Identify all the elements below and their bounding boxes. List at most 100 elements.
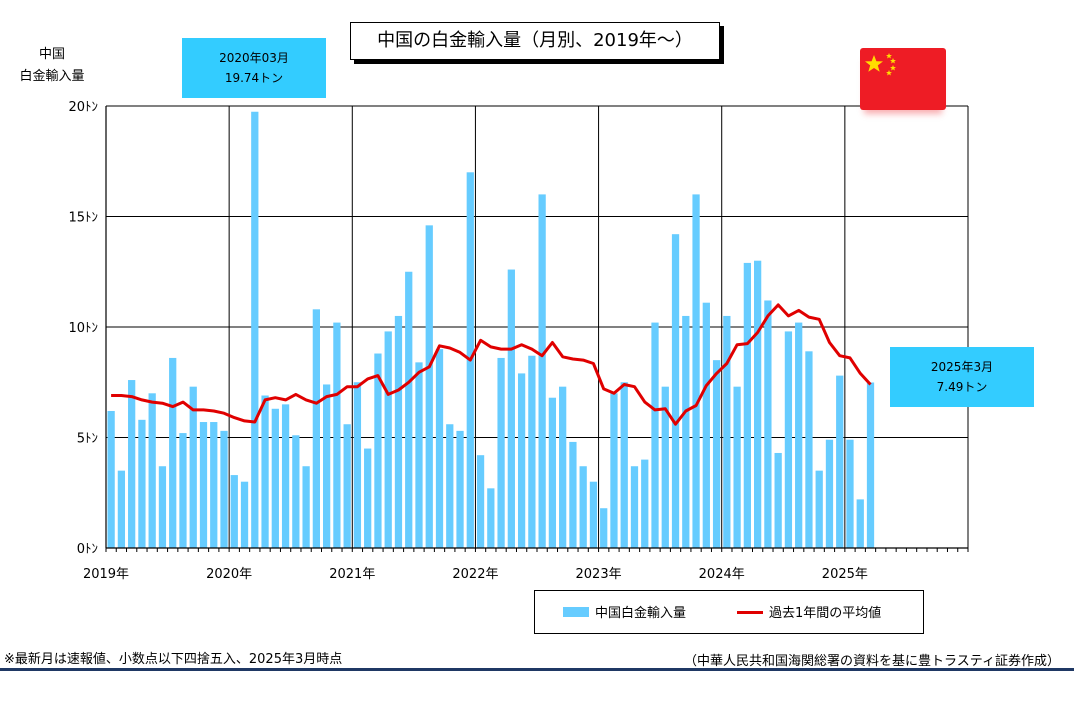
footnote-left: ※最新月は速報値、小数点以下四捨五入、2025年3月時点 — [4, 652, 343, 667]
bar — [456, 430, 464, 548]
bar — [107, 410, 115, 548]
x-tick-label: 2024年 — [699, 567, 745, 582]
x-tick-label: 2023年 — [576, 567, 622, 582]
bar — [415, 362, 423, 548]
bar — [702, 302, 710, 548]
bar — [754, 260, 762, 548]
legend-swatch-bar — [563, 607, 589, 617]
bar — [394, 315, 403, 548]
bar — [805, 351, 813, 548]
bar — [189, 386, 197, 548]
bar — [476, 455, 485, 548]
y-tick-label: 20ﾄﾝ — [68, 100, 98, 115]
y-tick-label: 5ﾄﾝ — [77, 432, 98, 447]
bar — [281, 404, 290, 548]
bar — [579, 466, 587, 548]
x-tick-label: 2021年 — [329, 567, 375, 582]
bar — [374, 353, 382, 548]
bar — [682, 315, 690, 548]
bar — [600, 508, 608, 548]
bar-series — [107, 111, 875, 549]
average-line-series — [111, 303, 872, 426]
x-tick-label: 2020年 — [206, 567, 252, 582]
footnote-source: （中華人民共和国海関総署の資料を基に豊トラスティ証券作成） — [684, 654, 1060, 669]
bar — [661, 386, 669, 548]
y-tick-label: 15ﾄﾝ — [68, 211, 98, 226]
legend-swatch-line — [737, 611, 763, 614]
flag-small-star-4 — [886, 70, 892, 76]
bar — [641, 459, 649, 548]
bar — [743, 262, 751, 548]
bar — [620, 382, 628, 548]
callout-2020-peak: 2020年03月 19.74トン — [182, 38, 326, 98]
bar — [343, 424, 351, 548]
bar — [517, 373, 526, 548]
x-tick-label: 2019年 — [83, 567, 129, 582]
bar — [158, 466, 167, 548]
bar — [364, 448, 372, 548]
bar — [210, 422, 218, 548]
callout-2025-latest: 2025年3月 7.49トン — [890, 347, 1034, 407]
flag-small-star-2 — [890, 58, 896, 64]
bar — [220, 430, 228, 548]
bar — [353, 382, 362, 548]
bar — [199, 422, 208, 548]
bar — [846, 439, 854, 548]
bar — [569, 441, 577, 548]
chart-title: 中国の白金輸入量（月別、2019年～） — [350, 22, 720, 60]
callout-2020-date: 2020年03月 — [219, 51, 289, 65]
x-tick-label: 2025年 — [822, 567, 868, 582]
bar — [138, 419, 146, 548]
bar — [323, 384, 331, 548]
bar — [128, 380, 136, 548]
bar — [240, 481, 249, 548]
bar — [795, 322, 803, 548]
legend-label-line: 過去1年間の平均値 — [769, 606, 882, 621]
y-axis-title-line1: 中国 — [38, 47, 65, 62]
bar — [630, 466, 639, 548]
bar — [117, 470, 126, 548]
bar — [559, 386, 567, 548]
chart-legend: 中国白金輸入量 過去1年間の平均値 — [534, 590, 924, 634]
bar — [764, 300, 772, 548]
bar — [671, 234, 680, 548]
bar — [866, 382, 875, 548]
bar — [733, 386, 741, 548]
bar — [312, 309, 320, 548]
y-axis-title: 中国 白金輸入量 — [10, 44, 94, 88]
bar — [230, 475, 238, 548]
bar — [856, 499, 864, 548]
tick-labels: 0ﾄﾝ 5ﾄﾝ 10ﾄﾝ 15ﾄﾝ 20ﾄﾝ 2019年 2020年 2021年 2022年 20… — [68, 100, 867, 582]
bar — [815, 470, 823, 548]
callout-2025-value: 7.49トン — [936, 380, 988, 394]
bar — [148, 393, 156, 548]
bar — [435, 349, 444, 548]
bar — [446, 424, 454, 548]
callout-2025-date: 2025年3月 — [930, 360, 994, 374]
bar — [302, 466, 310, 548]
bar — [425, 225, 433, 548]
bar — [333, 322, 341, 548]
bar — [292, 435, 300, 548]
bottom-divider — [0, 668, 1074, 671]
bar — [528, 355, 536, 548]
bar — [405, 271, 413, 548]
bar — [487, 488, 495, 548]
callout-2020-value: 19.74トン — [224, 71, 284, 85]
flag-small-star-1 — [886, 53, 892, 59]
china-flag-icon — [860, 48, 946, 110]
legend-label-bar: 中国白金輸入量 — [595, 606, 687, 621]
bar — [271, 408, 279, 548]
y-axis-title-line2: 白金輸入量 — [19, 69, 85, 84]
flag-small-star-3 — [890, 65, 896, 71]
bar — [712, 360, 721, 548]
bar — [179, 433, 187, 548]
bar — [692, 194, 700, 548]
bar — [538, 194, 546, 548]
y-tick-label: 10ﾄﾝ — [68, 321, 98, 336]
bar — [723, 315, 731, 548]
x-tick-label: 2022年 — [452, 567, 498, 582]
bar — [251, 111, 259, 548]
bar — [507, 269, 515, 548]
